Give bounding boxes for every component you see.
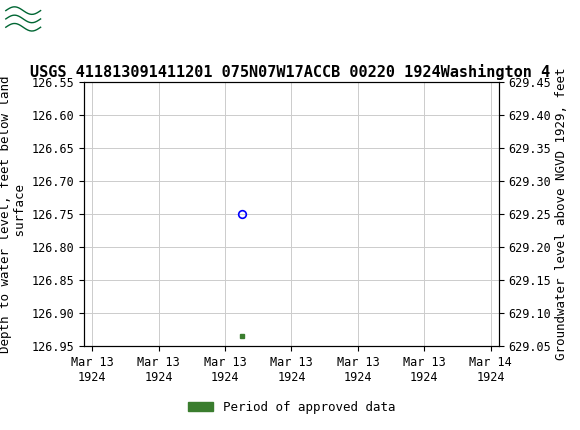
Y-axis label: Groundwater level above NGVD 1929, feet: Groundwater level above NGVD 1929, feet (556, 68, 568, 360)
Bar (5, 3, 42, 35)
Text: USGS 411813091411201 075N07W17ACCB 00220 1924Washington 4: USGS 411813091411201 075N07W17ACCB 00220… (30, 64, 550, 80)
Legend: Period of approved data: Period of approved data (183, 396, 400, 419)
Y-axis label: Depth to water level, feet below land
 surface: Depth to water level, feet below land su… (0, 75, 27, 353)
Text: USGS: USGS (48, 10, 103, 28)
